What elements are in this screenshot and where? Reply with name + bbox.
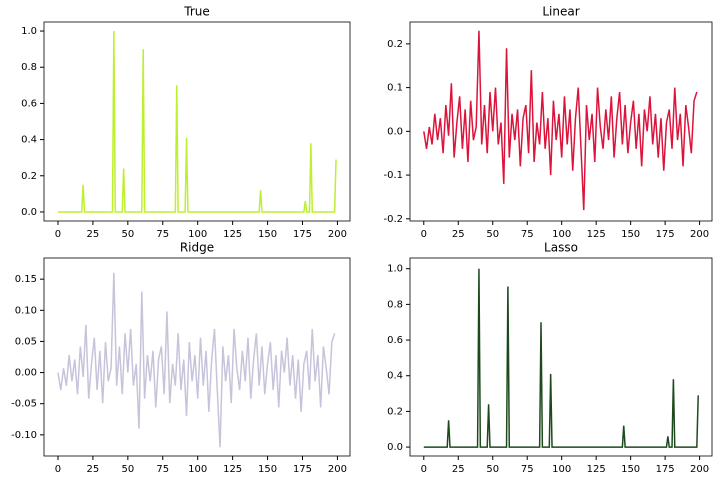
y-tick-label: 0.6 [21, 98, 37, 109]
y-tick-label: 0.0 [21, 207, 37, 218]
x-tick-label: 50 [121, 229, 134, 240]
x-tick-label: 175 [293, 229, 312, 240]
x-tick-label: 100 [188, 464, 207, 475]
x-tick-label: 50 [486, 464, 499, 475]
x-tick-label: 125 [223, 229, 242, 240]
y-tick-label: 0.4 [387, 371, 403, 382]
y-tick-label: 0.15 [15, 274, 37, 285]
x-tick-label: 25 [452, 229, 465, 240]
x-tick-label: 150 [258, 229, 277, 240]
x-tick-label: 200 [328, 229, 347, 240]
y-tick-label: 0.2 [387, 39, 403, 50]
data-line [57, 272, 336, 448]
x-tick-label: 25 [452, 464, 465, 475]
x-tick-label: 150 [621, 229, 640, 240]
x-tick-label: 75 [521, 464, 534, 475]
y-tick-label: 0.6 [387, 335, 403, 346]
x-tick-label: 25 [87, 464, 100, 475]
y-tick-label: -0.10 [11, 430, 37, 441]
x-tick-label: 0 [55, 229, 61, 240]
axes-frame [409, 257, 713, 457]
x-tick-label: 75 [156, 464, 169, 475]
axes-frame [409, 21, 713, 222]
data-line [423, 268, 699, 448]
x-tick-label: 75 [521, 229, 534, 240]
y-tick-label: 0.2 [387, 406, 403, 417]
x-tick-label: 50 [121, 464, 134, 475]
x-tick-label: 100 [188, 229, 207, 240]
y-tick-label: 0.8 [21, 62, 37, 73]
axes-frame [43, 257, 351, 457]
data-line [57, 31, 337, 213]
x-tick-label: 75 [156, 229, 169, 240]
y-tick-label: 1.0 [387, 264, 403, 275]
x-tick-label: 175 [656, 464, 675, 475]
x-tick-label: 150 [258, 464, 277, 475]
x-tick-label: 200 [690, 464, 709, 475]
y-tick-label: -0.05 [11, 399, 37, 410]
x-tick-label: 200 [690, 229, 709, 240]
y-tick-label: 0.00 [15, 368, 37, 379]
y-tick-label: -0.1 [383, 170, 403, 181]
data-line [423, 30, 698, 211]
x-tick-label: 125 [587, 229, 606, 240]
y-tick-label: 0.0 [387, 126, 403, 137]
x-tick-label: 150 [621, 464, 640, 475]
y-tick-label: 1.0 [21, 26, 37, 37]
chart-title: Lasso [544, 241, 578, 255]
y-tick-label: 0.1 [387, 83, 403, 94]
x-tick-label: 100 [552, 229, 571, 240]
x-tick-label: 0 [421, 464, 427, 475]
x-tick-label: 0 [55, 464, 61, 475]
x-tick-label: 100 [552, 464, 571, 475]
y-tick-label: 0.0 [387, 442, 403, 453]
x-tick-label: 125 [223, 464, 242, 475]
y-tick-label: 0.2 [21, 171, 37, 182]
chart-title: True [183, 5, 210, 19]
x-tick-label: 50 [486, 229, 499, 240]
y-tick-label: 0.8 [387, 299, 403, 310]
x-tick-label: 25 [87, 229, 100, 240]
y-tick-label: 0.4 [21, 135, 37, 146]
x-tick-label: 125 [587, 464, 606, 475]
x-tick-label: 0 [421, 229, 427, 240]
x-tick-label: 175 [293, 464, 312, 475]
x-tick-label: 200 [328, 464, 347, 475]
y-tick-label: 0.05 [15, 336, 37, 347]
chart-title: Linear [542, 5, 579, 19]
y-tick-label: -0.2 [383, 214, 403, 225]
x-tick-label: 175 [656, 229, 675, 240]
axes-frame [43, 21, 351, 222]
chart-title: Ridge [180, 241, 214, 255]
y-tick-label: 0.10 [15, 305, 37, 316]
